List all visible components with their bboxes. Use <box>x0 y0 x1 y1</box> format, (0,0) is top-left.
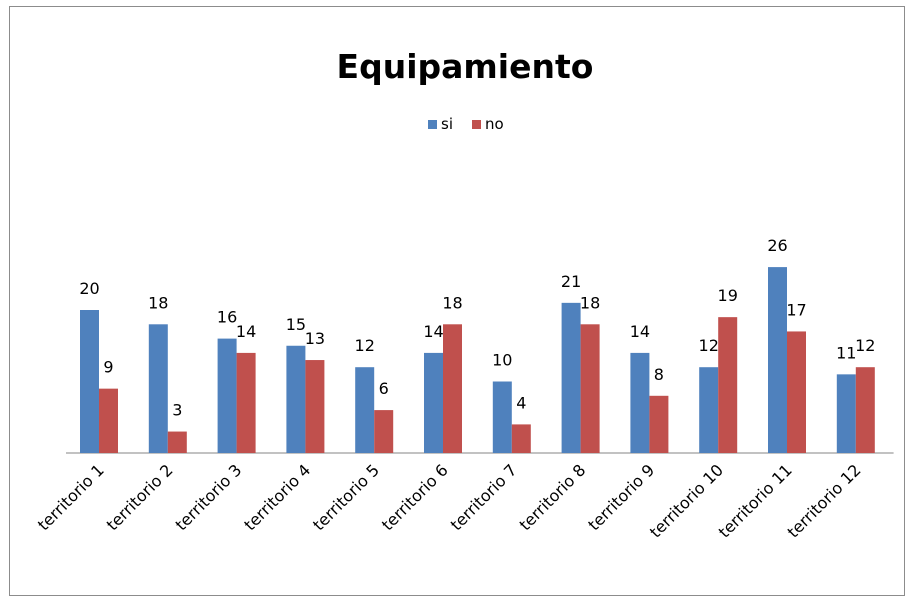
data-label-si-5: 12 <box>355 336 375 355</box>
data-label-si-1: 20 <box>79 279 99 298</box>
bar-no-8 <box>580 324 600 453</box>
bar-no-11 <box>787 331 806 453</box>
data-label-si-10: 12 <box>699 336 719 355</box>
data-label-no-6: 18 <box>442 293 462 312</box>
data-label-no-10: 19 <box>718 286 738 305</box>
x-tick-label-12: territorio 12 <box>783 460 864 541</box>
data-label-no-9: 8 <box>654 365 664 384</box>
bar-si-4 <box>286 345 306 453</box>
data-label-no-3: 14 <box>236 322 256 341</box>
bar-si-11 <box>768 267 787 453</box>
bar-no-4 <box>305 360 325 453</box>
data-label-no-12: 12 <box>855 336 875 355</box>
bar-no-10 <box>718 317 738 453</box>
chart-svg: Equipamiento si no 20 9 territorio 1 18 3 terr… <box>34 47 894 542</box>
bar-si-8 <box>561 302 581 453</box>
bar-si-6 <box>424 352 443 453</box>
bar-si-2 <box>148 324 168 453</box>
x-tick-label-8: territorio 8 <box>515 460 589 534</box>
data-label-no-1: 9 <box>103 358 113 377</box>
legend: si no <box>428 115 504 133</box>
data-label-si-4: 15 <box>286 315 306 334</box>
data-label-si-2: 18 <box>148 293 168 312</box>
bar-si-5 <box>355 367 375 453</box>
x-tick-label-7: territorio 7 <box>447 460 521 534</box>
bar-si-3 <box>217 338 237 453</box>
bar-no-1 <box>99 388 118 453</box>
data-label-si-7: 10 <box>492 351 512 370</box>
chart-title: Equipamiento <box>337 47 594 86</box>
bar-no-5 <box>374 410 394 453</box>
legend-label-no: no <box>485 115 504 133</box>
bar-si-10 <box>699 367 719 453</box>
data-label-si-3: 16 <box>217 308 237 327</box>
x-tick-label-9: territorio 9 <box>584 460 658 534</box>
x-tick-label-4: territorio 4 <box>240 460 314 534</box>
data-label-no-5: 6 <box>379 379 389 398</box>
data-label-no-7: 4 <box>516 393 526 412</box>
chart-frame: Equipamiento si no 20 9 territorio 1 18 3 terr… <box>9 6 905 596</box>
bar-no-7 <box>511 424 531 453</box>
x-tick-label-5: territorio 5 <box>309 460 383 534</box>
x-tick-label-1: territorio 1 <box>34 460 108 534</box>
legend-swatch-no <box>472 120 481 129</box>
x-tick-label-6: territorio 6 <box>378 460 452 534</box>
x-tick-label-2: territorio 2 <box>103 460 177 534</box>
bar-si-1 <box>80 310 99 453</box>
x-tick-label-3: territorio 3 <box>171 460 245 534</box>
data-label-si-11: 26 <box>767 236 787 255</box>
data-label-si-12: 11 <box>836 343 856 362</box>
bar-no-3 <box>236 352 256 453</box>
data-label-no-2: 3 <box>172 401 182 420</box>
bar-no-6 <box>443 324 462 453</box>
bar-no-12 <box>855 367 875 453</box>
bar-si-12 <box>836 374 856 453</box>
data-label-si-6: 14 <box>423 322 443 341</box>
data-label-si-8: 21 <box>561 272 581 291</box>
bar-si-9 <box>630 352 650 453</box>
data-label-si-9: 14 <box>630 322 650 341</box>
bar-no-2 <box>167 431 187 453</box>
data-label-no-4: 13 <box>305 329 325 348</box>
data-label-no-11: 17 <box>786 300 806 319</box>
bar-si-7 <box>492 381 512 453</box>
bar-no-9 <box>649 395 669 453</box>
legend-swatch-si <box>428 120 437 129</box>
data-label-no-8: 18 <box>580 293 600 312</box>
legend-label-si: si <box>441 115 453 133</box>
